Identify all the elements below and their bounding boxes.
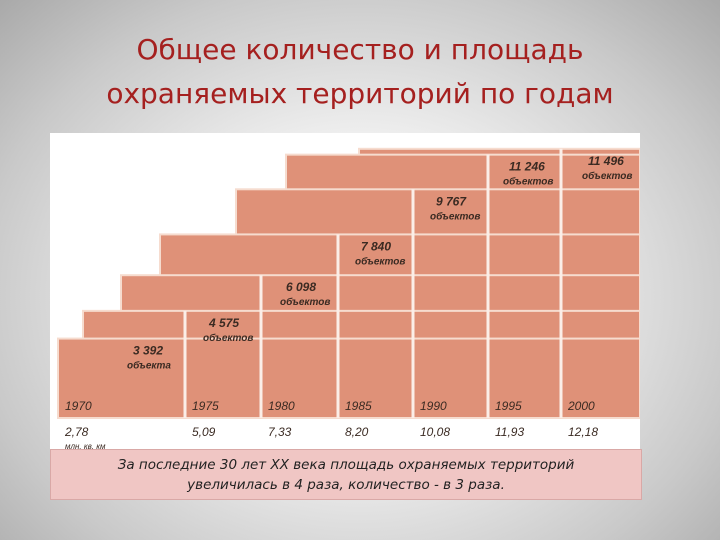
area-label-1990: 10,08 — [420, 425, 450, 439]
year-label-1970: 1970 — [65, 399, 92, 413]
area-label-1995: 11,93 — [495, 425, 524, 439]
area-unit-label: млн. кв. км — [65, 442, 106, 451]
area-label-2000: 12,18 — [568, 425, 598, 439]
year-label-2000: 2000 — [567, 399, 595, 413]
area-label-1975: 5,09 — [192, 425, 216, 439]
stacked-step-chart: 3 392 объекта 1970 2,78 4 575 объектов 1975 5,0… — [57, 147, 640, 451]
caption-line-1: За последние 30 лет XX века площадь охра… — [117, 457, 575, 473]
count-unit-1990: объектов — [430, 210, 480, 222]
year-label-1995: 1995 — [495, 399, 522, 413]
caption-line-2: увеличилась в 4 раза, количество - в 3 р… — [187, 477, 505, 493]
count-label-1985: 7 840 — [361, 239, 391, 253]
count-label-1995: 11 246 — [509, 160, 545, 174]
chart-area: 3 392 объекта 1970 2,78 4 575 объектов 1975 5,0… — [50, 133, 640, 455]
year-label-1980: 1980 — [268, 399, 295, 413]
caption-box: За последние 30 лет XX века площадь охра… — [50, 449, 642, 500]
band-1970 — [57, 337, 640, 419]
count-unit-1975: объектов — [203, 332, 253, 344]
count-label-1975: 4 575 — [208, 316, 239, 330]
area-label-1985: 8,20 — [345, 425, 369, 439]
count-label-1980: 6 098 — [286, 280, 316, 294]
count-unit-1970: объекта — [127, 360, 171, 372]
year-label-1990: 1990 — [420, 399, 447, 413]
count-label-1970: 3 392 — [133, 344, 163, 358]
title-line-1: Общее количество и площадь — [136, 33, 584, 66]
title-line-2: охраняемых территорий по годам — [106, 77, 614, 110]
year-label-1985: 1985 — [345, 399, 372, 413]
page-title: Общее количество и площадь охраняемых те… — [0, 28, 720, 116]
count-unit-2000: объектов — [582, 170, 632, 182]
count-unit-1985: объектов — [355, 255, 405, 267]
area-label-1980: 7,33 — [268, 425, 292, 439]
area-label-1970: 2,78 — [64, 425, 89, 439]
count-unit-1995: объектов — [503, 176, 553, 188]
count-label-2000: 11 496 — [588, 154, 624, 168]
count-label-1990: 9 767 — [436, 194, 467, 208]
year-label-1975: 1975 — [192, 399, 219, 413]
count-unit-1980: объектов — [280, 296, 330, 308]
